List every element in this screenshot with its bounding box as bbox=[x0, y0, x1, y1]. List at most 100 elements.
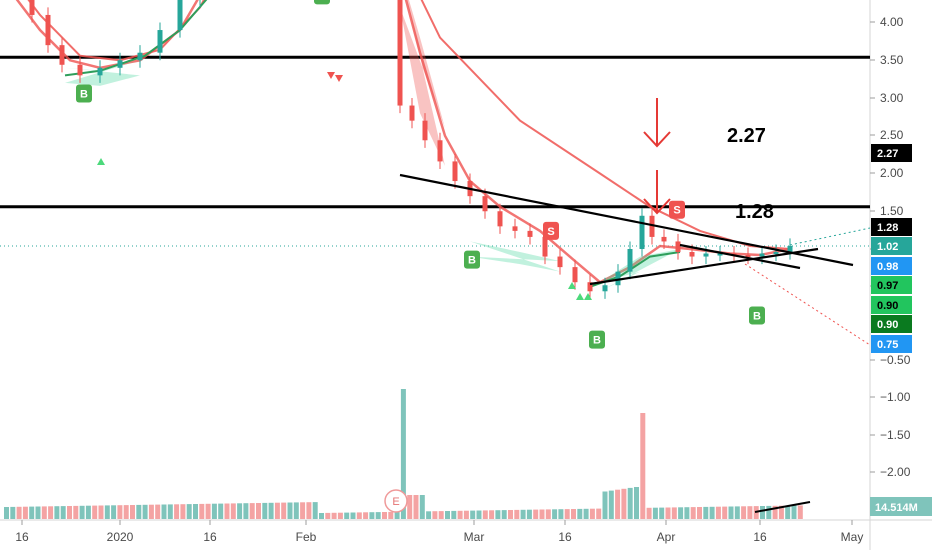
price-axis-tick: 4.00 bbox=[880, 15, 904, 29]
volume-bar bbox=[300, 502, 306, 519]
time-axis-tick: 16 bbox=[15, 530, 29, 544]
volume-bar bbox=[350, 512, 356, 519]
volume-bar bbox=[615, 489, 621, 519]
volume-bar bbox=[426, 511, 432, 519]
price-tag-label: 2.27 bbox=[877, 148, 898, 160]
volume-bar bbox=[274, 502, 280, 519]
price-tag: 0.98 bbox=[871, 257, 912, 275]
volume-bar bbox=[281, 502, 287, 519]
buy-signal-badge[interactable]: B bbox=[314, 0, 330, 5]
buy-signal-badge[interactable]: B bbox=[76, 84, 92, 103]
volume-bar bbox=[123, 505, 129, 519]
volume-bar bbox=[262, 502, 268, 519]
volume-bar bbox=[552, 509, 558, 519]
buy-signal-badge[interactable]: B bbox=[749, 306, 765, 325]
volume-bar bbox=[230, 503, 236, 519]
volume-bar bbox=[785, 505, 791, 519]
candlestick-series bbox=[29, 0, 793, 299]
volume-bar bbox=[665, 507, 671, 519]
volume-bar bbox=[640, 413, 646, 519]
sell-signal-badge[interactable]: S bbox=[543, 221, 559, 240]
time-axis-tick: 2020 bbox=[107, 530, 134, 544]
down-arrow-icon bbox=[643, 170, 671, 215]
volume-bars bbox=[4, 389, 803, 519]
candle-body bbox=[29, 0, 35, 15]
trendlines bbox=[399, 173, 871, 513]
candle-body bbox=[452, 161, 458, 182]
pennant-trendline[interactable] bbox=[679, 243, 801, 270]
volume-bar bbox=[136, 504, 142, 519]
candle-body bbox=[649, 215, 655, 237]
candle-body bbox=[97, 67, 103, 76]
price-tag-label: 1.28 bbox=[877, 222, 898, 234]
candle-body bbox=[157, 30, 163, 53]
price-tag: 0.90 bbox=[871, 315, 912, 333]
price-axis-tick: −1.50 bbox=[880, 428, 911, 442]
volume-bar bbox=[526, 509, 532, 519]
volume-bar bbox=[167, 504, 173, 519]
volume-bar bbox=[482, 510, 488, 519]
volume-bar bbox=[268, 502, 274, 519]
volume-bar bbox=[728, 506, 734, 519]
sell-signal-badge[interactable]: S bbox=[669, 200, 685, 219]
volume-bar bbox=[558, 509, 564, 519]
volume-bar bbox=[476, 510, 482, 519]
candle-body bbox=[689, 252, 695, 257]
volume-bar bbox=[256, 503, 261, 519]
volume-bar bbox=[375, 512, 381, 519]
volume-bar bbox=[199, 503, 205, 519]
candle-body bbox=[602, 285, 608, 292]
candle-body bbox=[542, 236, 548, 257]
volume-bar bbox=[249, 503, 255, 519]
triangle-down-icon bbox=[335, 75, 343, 82]
descending-trendline[interactable] bbox=[399, 173, 854, 267]
time-axis-tick: Apr bbox=[657, 530, 676, 544]
volume-bar bbox=[369, 512, 375, 519]
candle-body bbox=[572, 267, 578, 283]
volume-bar bbox=[407, 495, 413, 519]
time-axis-tick: 16 bbox=[558, 530, 572, 544]
price-tag-label: 0.98 bbox=[877, 261, 898, 273]
volume-trendline[interactable] bbox=[754, 501, 811, 513]
volume-bar bbox=[224, 503, 230, 519]
price-axis-tick: 3.50 bbox=[880, 53, 904, 67]
volume-tag-label: 14.514M bbox=[875, 502, 918, 514]
volume-bar bbox=[98, 505, 104, 519]
level-label-2-27: 2.27 bbox=[727, 125, 766, 147]
price-tag: 2.27 bbox=[871, 144, 912, 162]
volume-bar bbox=[186, 504, 192, 519]
candle-body bbox=[661, 236, 667, 242]
moving-average-ribbons bbox=[15, 0, 791, 292]
buy-signal-badge[interactable]: B bbox=[464, 250, 480, 269]
volume-bar bbox=[337, 512, 343, 519]
volume-bar bbox=[312, 502, 318, 519]
volume-bar bbox=[678, 507, 684, 519]
price-axis-tick: 2.50 bbox=[880, 128, 904, 142]
earnings-event-marker[interactable]: E bbox=[384, 489, 408, 513]
volume-bar bbox=[142, 504, 148, 519]
ascending-trendline[interactable] bbox=[589, 247, 819, 286]
time-axis-tick: 16 bbox=[203, 530, 217, 544]
down-arrow-icon bbox=[643, 98, 671, 148]
volume-bar bbox=[363, 512, 369, 519]
signal-label: S bbox=[673, 205, 680, 217]
time-axis[interactable]: 16 2020 16 Feb Mar 16 Apr 16 May bbox=[15, 520, 863, 544]
volume-bar bbox=[29, 506, 35, 519]
volume-bar bbox=[709, 506, 715, 519]
buy-signal-badge[interactable]: B bbox=[589, 330, 605, 349]
triangle-up-icon bbox=[576, 293, 584, 300]
volume-bar bbox=[10, 506, 16, 519]
volume-bar bbox=[697, 507, 702, 519]
volume-bar bbox=[734, 506, 740, 519]
volume-bar bbox=[331, 512, 337, 519]
volume-bar bbox=[741, 506, 747, 519]
volume-bar bbox=[67, 506, 72, 519]
bearish-ribbon-band bbox=[400, 0, 445, 166]
volume-bar bbox=[54, 506, 60, 519]
time-axis-tick: May bbox=[841, 530, 864, 544]
volume-bar bbox=[520, 509, 526, 519]
volume-bar bbox=[684, 507, 690, 519]
price-tag: 1.28 bbox=[871, 218, 912, 236]
price-tag-label: 0.90 bbox=[877, 300, 898, 312]
